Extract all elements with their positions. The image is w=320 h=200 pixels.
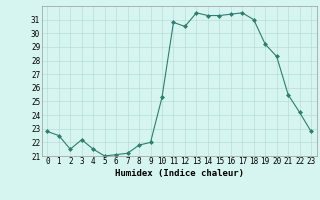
X-axis label: Humidex (Indice chaleur): Humidex (Indice chaleur) [115,169,244,178]
